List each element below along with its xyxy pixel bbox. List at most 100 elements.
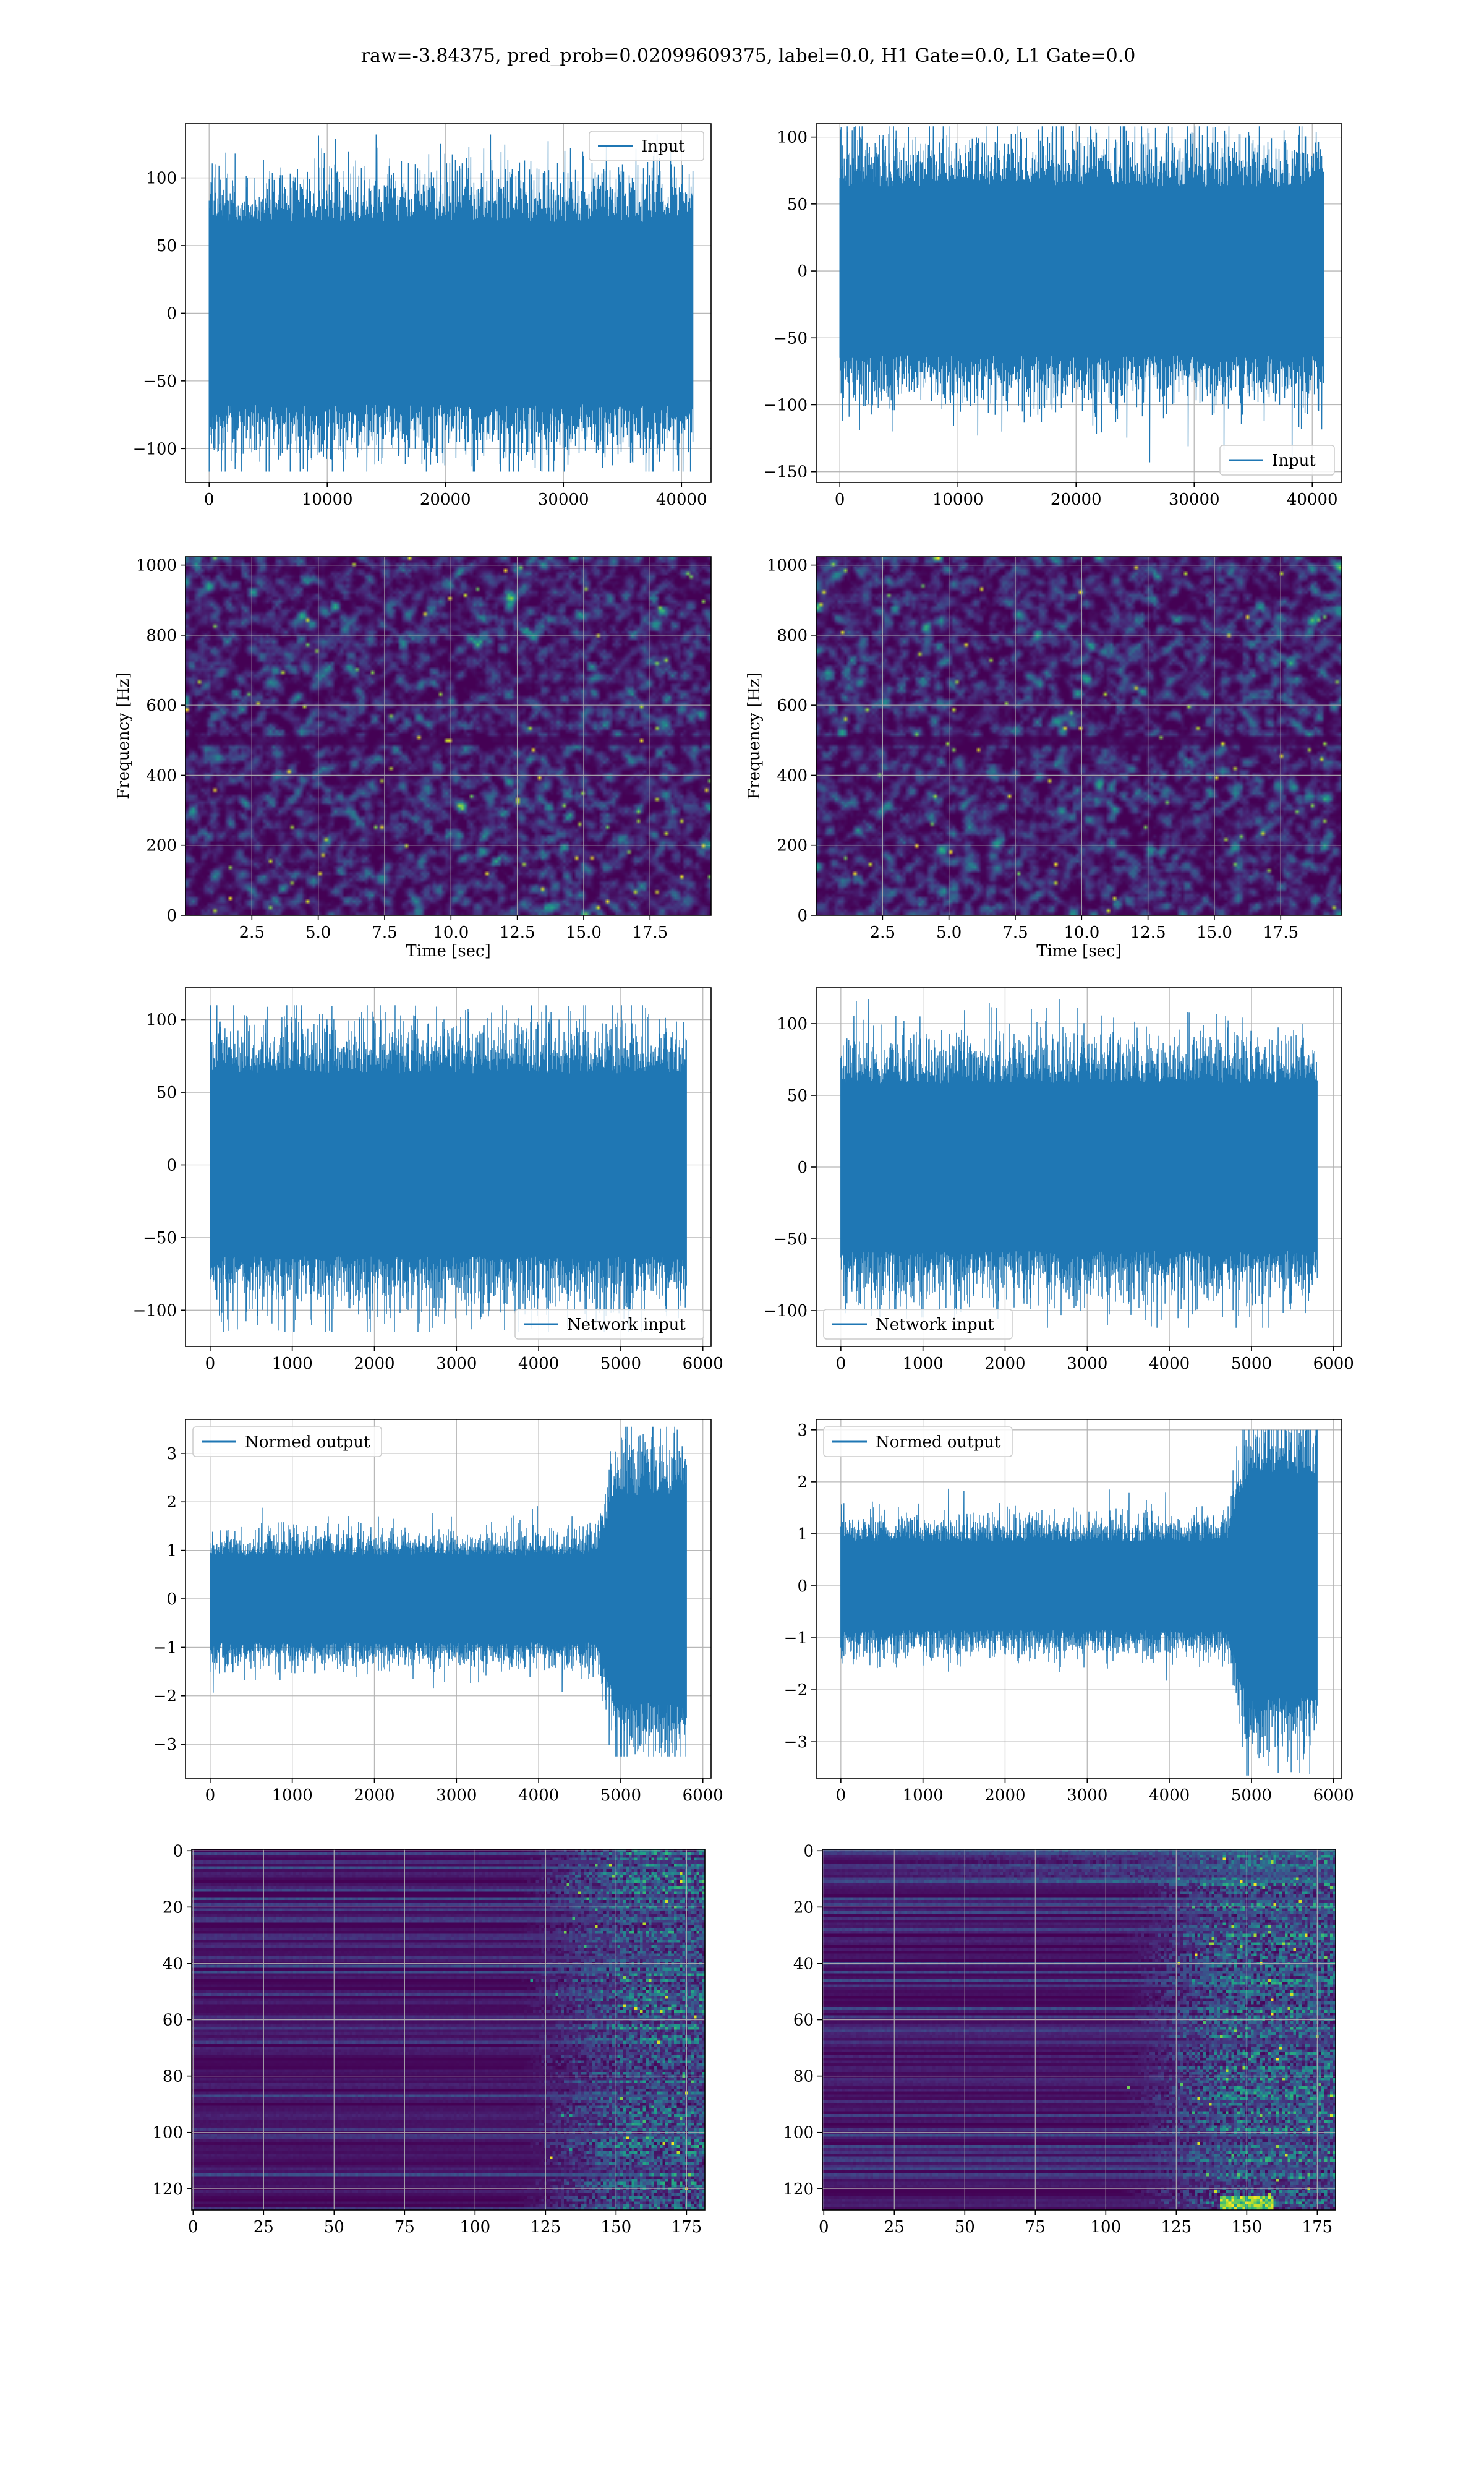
y-tick-label: 100	[783, 2124, 814, 2142]
legend-label: Normed output	[876, 1433, 1001, 1452]
x-tick-label: 10.0	[433, 923, 469, 942]
y-axis-label: Frequency [Hz]	[114, 672, 133, 800]
y-tick-label: 3	[797, 1421, 808, 1440]
legend-label: Network input	[567, 1316, 686, 1334]
x-tick-label: 7.5	[372, 923, 397, 942]
y-tick-label: −1	[784, 1629, 808, 1648]
panel-h1-input: 0 10000 20000 30000 40000 −100 −50 0 50 100 Input	[133, 123, 712, 509]
y-tick-label: 600	[777, 696, 808, 715]
y-tick-label: 3	[166, 1445, 177, 1463]
x-tick-label: 6000	[1313, 1355, 1354, 1373]
y-tick-label: −50	[774, 1230, 808, 1249]
spectrogram-heatmap	[186, 557, 711, 915]
y-tick-label: 600	[146, 696, 177, 715]
plot-content	[816, 124, 1342, 482]
y-axis: −100 −50 0 50 100	[764, 1015, 816, 1320]
x-tick-label: 0	[205, 1355, 216, 1373]
panel-grid: 0 10000 20000 30000 40000−100−50050100Input0…	[114, 123, 1354, 2236]
y-tick-label: 20	[793, 1898, 814, 1917]
x-tick-label: 40000	[656, 490, 707, 509]
panel-h1-network-input: 0 1000 2000 3000 4000 5000 6000 −100 −50 0 50 100 Ne…	[133, 987, 723, 1373]
y-tick-label: 1000	[767, 557, 808, 575]
y-tick-label: 20	[163, 1898, 183, 1917]
y-tick-label: 1	[166, 1542, 177, 1560]
plot-frame	[816, 123, 1342, 483]
y-tick-label: 0	[797, 1158, 808, 1177]
x-tick-label: 1000	[272, 1355, 313, 1373]
y-tick-label: 200	[146, 837, 177, 855]
y-tick-label: −50	[143, 1229, 177, 1248]
x-axis-label: Time [sec]	[1036, 942, 1122, 961]
y-axis: 0 20 40 60 80 100 120	[783, 1842, 822, 2199]
legend: Input	[1219, 445, 1335, 476]
panel-l1-normed-output: 0 1000 2000 3000 4000 5000 6000 −3 −2 −1 0 1 2 3 Norme…	[784, 1419, 1354, 1805]
x-tick-label: 100	[1091, 2218, 1122, 2236]
legend-box	[1219, 445, 1335, 476]
x-tick-label: 5000	[1231, 1786, 1272, 1805]
x-tick-label: 25	[884, 2218, 905, 2236]
y-tick-label: 200	[777, 837, 808, 855]
panel-h1-feature-map: 0 25 50 75 100 125 150 175 0 20 40 60 80 100 120	[152, 1842, 706, 2236]
y-tick-label: 0	[797, 907, 808, 925]
y-tick-label: 2	[166, 1493, 177, 1512]
x-tick-label: 1000	[272, 1786, 313, 1805]
x-tick-label: 4000	[518, 1786, 559, 1805]
x-axis: 0 25 50 75 100 125 150 175	[819, 2210, 1333, 2236]
x-tick-label: 0	[836, 1786, 846, 1805]
y-axis: 0 20 40 60 80 100 120	[152, 1842, 192, 2199]
x-tick-label: 125	[1161, 2218, 1192, 2236]
y-tick-label: 0	[166, 907, 177, 925]
plot-frame	[191, 1849, 706, 2211]
legend-box	[589, 131, 704, 161]
figure-suptitle: raw=-3.84375, pred_prob=0.02099609375, l…	[361, 45, 1136, 67]
y-tick-label: 0	[797, 262, 808, 281]
panel-l1-input: 0 10000 20000 30000 40000 −150 −100 −50 0 50 100 In…	[764, 123, 1342, 509]
y-tick-label: 800	[146, 627, 177, 645]
x-tick-label: 175	[1302, 2218, 1333, 2236]
y-tick-label: 100	[777, 129, 808, 147]
x-tick-label: 3000	[436, 1786, 477, 1805]
y-tick-label: −100	[764, 396, 808, 414]
y-axis: −100 −50 0 50 100	[133, 1011, 186, 1320]
legend: Input	[589, 131, 704, 161]
y-tick-label: 80	[163, 2068, 183, 2086]
x-tick-label: 4000	[1149, 1786, 1190, 1805]
y-tick-label: 100	[146, 169, 177, 188]
y-tick-label: 800	[777, 627, 808, 645]
x-tick-label: 5000	[600, 1355, 641, 1373]
x-tick-label: 2.5	[239, 923, 265, 942]
x-tick-label: 100	[460, 2218, 491, 2236]
y-tick-label: 120	[783, 2180, 814, 2199]
legend-box	[823, 1426, 1013, 1457]
x-tick-label: 3000	[1067, 1786, 1107, 1805]
x-axis: 0 25 50 75 100 125 150 175	[188, 2210, 702, 2236]
series-line-network-input	[210, 1005, 687, 1332]
y-tick-label: −100	[133, 1301, 177, 1320]
y-tick-label: 80	[793, 2068, 814, 2086]
x-tick-label: 4000	[1149, 1355, 1190, 1373]
y-tick-label: 0	[797, 1577, 808, 1596]
x-tick-label: 2000	[354, 1786, 394, 1805]
x-tick-label: 150	[601, 2218, 632, 2236]
y-tick-label: 0	[166, 304, 177, 323]
feature-map-heatmap	[192, 1849, 705, 2210]
plot-content	[186, 1419, 711, 1778]
legend-box	[823, 1309, 1013, 1340]
x-tick-label: 3000	[1067, 1355, 1107, 1373]
series-line-input	[208, 134, 694, 472]
x-axis-label: Time [sec]	[406, 942, 491, 961]
y-tick-label: 50	[156, 1084, 177, 1102]
x-axis: 0 1000 2000 3000 4000 5000 6000	[205, 1346, 723, 1373]
plot-content	[816, 988, 1342, 1346]
y-axis: −150 −100 −50 0 50 100	[764, 129, 816, 482]
series-line-normed-output	[210, 1426, 687, 1757]
x-tick-label: 17.5	[632, 923, 668, 942]
x-tick-label: 17.5	[1263, 923, 1298, 942]
x-tick-label: 1000	[903, 1355, 944, 1373]
y-tick-label: 50	[787, 1087, 808, 1105]
x-tick-label: 30000	[538, 490, 589, 509]
legend: Network input	[823, 1309, 1013, 1340]
legend-box	[514, 1309, 704, 1340]
series-line-input	[839, 126, 1324, 463]
grid-lines	[822, 1849, 1336, 2210]
